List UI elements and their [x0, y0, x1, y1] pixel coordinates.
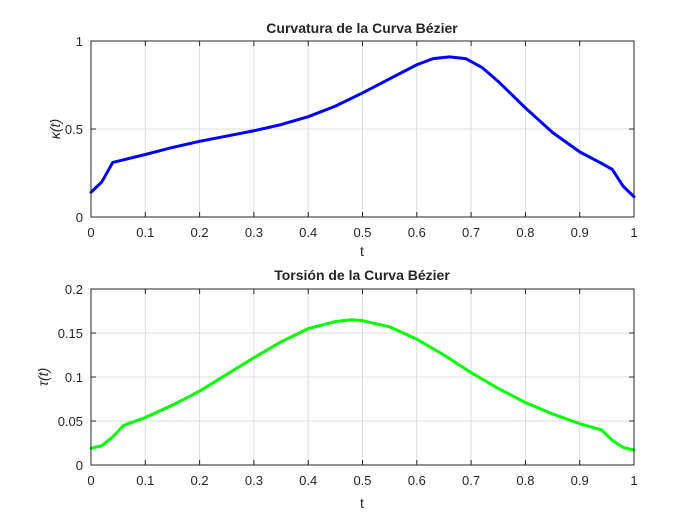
curvature-x-tick-label: 0.8 — [516, 225, 534, 240]
curvature-x-tick-label: 0.2 — [191, 225, 209, 240]
torsion-x-tick-label: 0.4 — [299, 473, 317, 488]
torsion-series-line — [89, 318, 636, 452]
torsion-x-tick-label: 0 — [87, 473, 94, 488]
curvature-x-tick-label: 0 — [87, 225, 94, 240]
torsion-x-axis-label: t — [360, 495, 364, 511]
torsion-chart-title: Torsión de la Curva Bézier — [274, 267, 450, 283]
torsion-y-tick-label: 0 — [76, 458, 83, 473]
curvature-x-tick-label: 0.1 — [136, 225, 154, 240]
torsion-x-tick-label: 0.6 — [408, 473, 426, 488]
curvature-chart: Curvatura de la Curva Bézier t κ(t) 0 0.1… — [47, 20, 638, 259]
torsion-x-tick-label: 0.5 — [353, 473, 371, 488]
curvature-chart-title: Curvatura de la Curva Bézier — [266, 20, 458, 36]
curvature-y-tick-label: 0 — [76, 210, 83, 225]
curvature-x-axis-label: t — [360, 243, 364, 259]
torsion-y-tick-label: 0.1 — [65, 370, 83, 385]
torsion-y-tick-label: 0.2 — [65, 282, 83, 297]
torsion-x-tick-label: 0.2 — [191, 473, 209, 488]
curvature-x-tick-label: 0.4 — [299, 225, 317, 240]
torsion-y-tick-label: 0.15 — [58, 326, 83, 341]
torsion-grid — [90, 288, 635, 466]
torsion-x-tick-label: 0.1 — [136, 473, 154, 488]
curvature-line-layer — [89, 55, 636, 199]
torsion-x-tick-label: 0.3 — [245, 473, 263, 488]
curvature-x-tick-label: 0.6 — [408, 225, 426, 240]
curvature-x-tick-label: 0.7 — [462, 225, 480, 240]
torsion-axes-box — [90, 288, 635, 466]
torsion-x-tick-label: 0.8 — [516, 473, 534, 488]
curvature-x-tick-label: 0.5 — [353, 225, 371, 240]
torsion-y-tick-label: 0.05 — [58, 414, 83, 429]
curvature-grid — [90, 40, 635, 218]
curvature-y-tick-label: 0.5 — [65, 122, 83, 137]
torsion-line-layer — [89, 318, 636, 452]
torsion-x-tick-label: 0.9 — [571, 473, 589, 488]
curvature-series-line — [89, 55, 636, 199]
curvature-x-tick-label: 1 — [630, 225, 637, 240]
curvature-y-tick-label: 1 — [76, 34, 83, 49]
torsion-chart: Torsión de la Curva Bézier t τ(t) 0 0.1 0.… — [35, 267, 638, 511]
curvature-axes-box — [90, 40, 635, 218]
torsion-y-axis-label: τ(t) — [35, 368, 51, 386]
torsion-x-tick-label: 0.7 — [462, 473, 480, 488]
torsion-axes: 0 0.1 0.2 0.3 0.4 0.5 0.6 0.7 0.8 0.9 1 0 0.05 0.1 0.1… — [58, 282, 638, 488]
curvature-x-tick-label: 0.3 — [245, 225, 263, 240]
torsion-x-tick-label: 1 — [630, 473, 637, 488]
curvature-y-axis-label: κ(t) — [47, 119, 63, 139]
curvature-axes: 0 0.1 0.2 0.3 0.4 0.5 0.6 0.7 0.8 0.9 1 0 0.5 1 — [65, 34, 638, 240]
curvature-x-tick-label: 0.9 — [571, 225, 589, 240]
